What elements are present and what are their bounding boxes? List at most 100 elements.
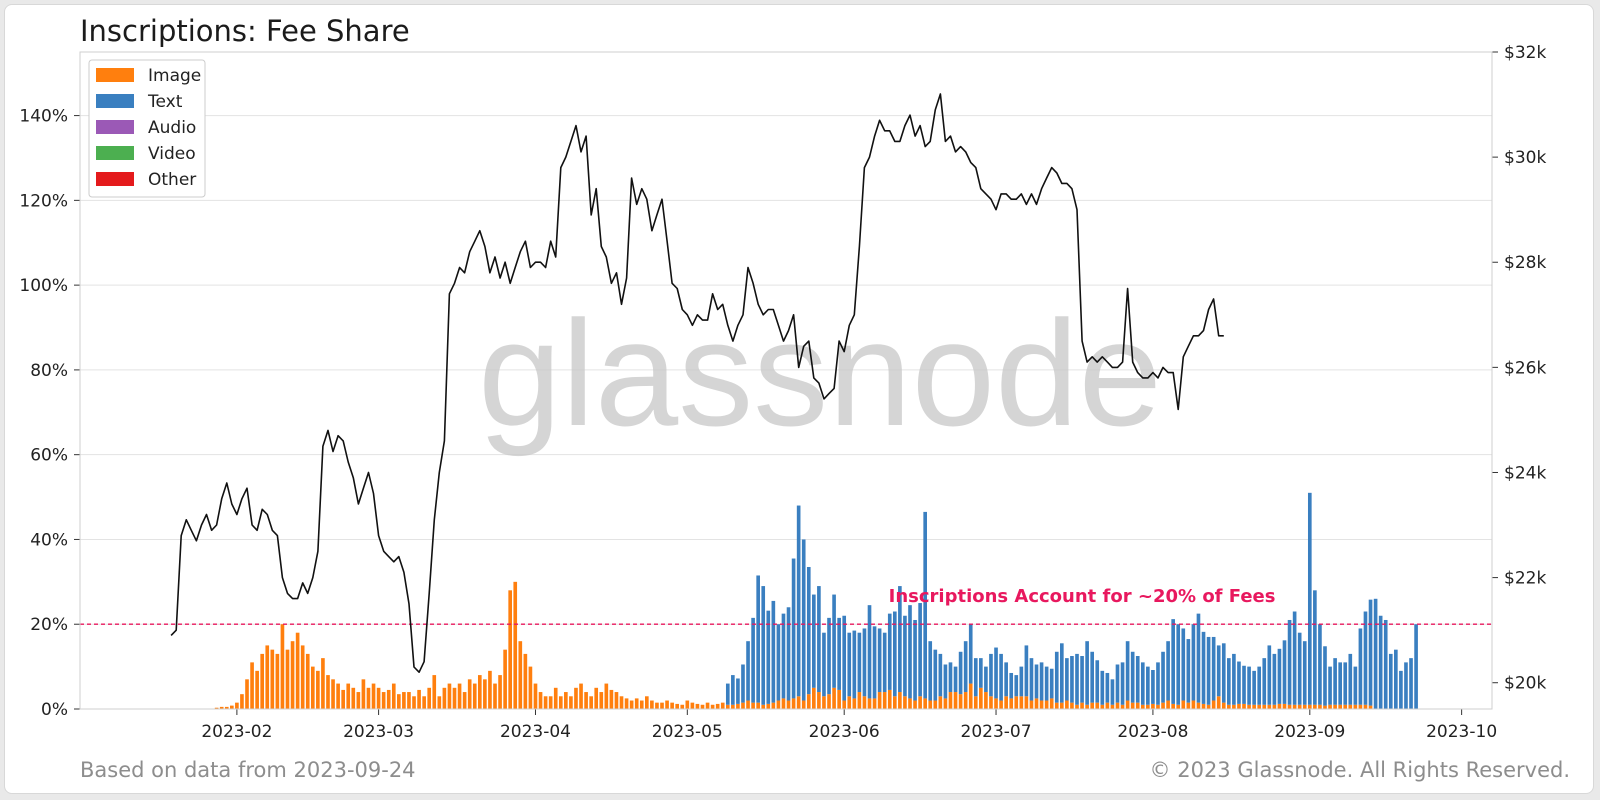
bar-text bbox=[1014, 675, 1019, 697]
bar-text bbox=[1394, 649, 1398, 709]
bar-image bbox=[1135, 702, 1140, 709]
bar-text bbox=[984, 666, 988, 693]
bar-image bbox=[670, 702, 674, 709]
bar-image bbox=[1130, 702, 1135, 709]
bar-text bbox=[1277, 648, 1282, 704]
bar-image bbox=[265, 645, 270, 709]
bar-text bbox=[781, 613, 786, 699]
bar-image bbox=[1059, 702, 1064, 709]
bar-image bbox=[1196, 702, 1201, 709]
bar-image bbox=[1247, 704, 1251, 709]
bar-text bbox=[1378, 615, 1383, 709]
bar-image bbox=[579, 683, 583, 709]
bar-image bbox=[1100, 704, 1105, 709]
bar-text bbox=[898, 586, 902, 693]
bar-text bbox=[1211, 636, 1216, 701]
bar-image bbox=[695, 703, 700, 709]
bar-text bbox=[1338, 662, 1342, 705]
bar-text bbox=[812, 594, 816, 688]
bar-image bbox=[953, 692, 958, 709]
bar-image bbox=[432, 675, 437, 709]
bar-image bbox=[639, 700, 644, 709]
bar-text bbox=[999, 653, 1003, 701]
bar-image bbox=[1343, 704, 1348, 709]
bar-image bbox=[270, 649, 275, 709]
bar-image bbox=[1166, 700, 1170, 709]
bar-image bbox=[913, 700, 917, 709]
bar-text bbox=[1130, 651, 1135, 703]
bar-image bbox=[371, 683, 376, 709]
bar-image bbox=[341, 689, 345, 709]
bar-series bbox=[214, 492, 1418, 709]
bar-image bbox=[366, 687, 371, 709]
bar-image bbox=[250, 662, 254, 709]
bar-text bbox=[1034, 664, 1039, 699]
bar-image bbox=[731, 704, 735, 709]
bar-text bbox=[1166, 641, 1170, 701]
y-right-tick-label: $26k bbox=[1504, 358, 1546, 378]
bar-image bbox=[882, 692, 887, 709]
bar-image bbox=[786, 700, 791, 709]
bar-image bbox=[1125, 700, 1130, 709]
price-line-group bbox=[170, 93, 1224, 673]
bar-image bbox=[741, 702, 745, 709]
bar-image bbox=[1085, 704, 1089, 709]
bar-text bbox=[1120, 662, 1125, 705]
bar-image bbox=[634, 698, 639, 709]
y-left-tick-label: 0% bbox=[41, 700, 68, 720]
bar-image bbox=[736, 703, 740, 709]
bar-text bbox=[973, 658, 978, 697]
bar-image bbox=[472, 683, 477, 709]
bar-text bbox=[791, 558, 796, 699]
bar-text bbox=[862, 628, 867, 697]
bar-text bbox=[994, 647, 998, 699]
bar-image bbox=[1075, 704, 1079, 709]
bar-image bbox=[624, 698, 629, 709]
bar-text bbox=[1054, 651, 1059, 703]
bar-image bbox=[1358, 704, 1363, 709]
bar-text bbox=[1024, 645, 1029, 697]
bar-text bbox=[1318, 624, 1322, 705]
bar-text bbox=[1232, 653, 1236, 705]
bar-image bbox=[326, 675, 330, 709]
bar-text bbox=[1363, 611, 1368, 705]
bar-text bbox=[1302, 641, 1307, 705]
bar-image bbox=[422, 696, 426, 709]
y-right-tick-label: $24k bbox=[1504, 463, 1546, 483]
bar-image bbox=[1307, 704, 1312, 709]
bar-image bbox=[827, 694, 831, 709]
bar-image bbox=[660, 702, 664, 709]
bar-image bbox=[1014, 696, 1019, 709]
bar-image bbox=[310, 666, 315, 709]
bar-text bbox=[1368, 599, 1373, 706]
bar-image bbox=[1353, 704, 1358, 709]
bar-image bbox=[290, 641, 295, 709]
bar-text bbox=[1409, 658, 1413, 709]
bar-image bbox=[822, 696, 826, 709]
bar-image bbox=[1338, 704, 1342, 709]
bar-image bbox=[224, 706, 229, 709]
bar-image bbox=[462, 692, 467, 709]
bar-image bbox=[766, 703, 771, 709]
bar-image bbox=[1019, 696, 1024, 709]
bar-image bbox=[1252, 704, 1256, 709]
bar-image bbox=[214, 707, 219, 709]
bar-image bbox=[386, 689, 391, 709]
y-right-tick-label: $22k bbox=[1504, 569, 1546, 589]
bar-image bbox=[1009, 698, 1014, 709]
bar-text bbox=[801, 539, 806, 701]
x-tick-label: 2023-05 bbox=[652, 722, 723, 742]
bar-text bbox=[771, 600, 776, 703]
bar-image bbox=[305, 653, 310, 709]
bar-text bbox=[1201, 631, 1206, 704]
bar-image bbox=[1313, 704, 1317, 709]
bar-image bbox=[397, 694, 401, 709]
bar-image bbox=[862, 696, 867, 709]
bar-image bbox=[361, 679, 366, 709]
bar-image bbox=[255, 670, 259, 709]
bar-text bbox=[1404, 662, 1408, 709]
bar-image bbox=[984, 692, 988, 709]
bar-text bbox=[1262, 658, 1267, 705]
bar-image bbox=[872, 698, 877, 709]
bar-image bbox=[817, 692, 821, 709]
